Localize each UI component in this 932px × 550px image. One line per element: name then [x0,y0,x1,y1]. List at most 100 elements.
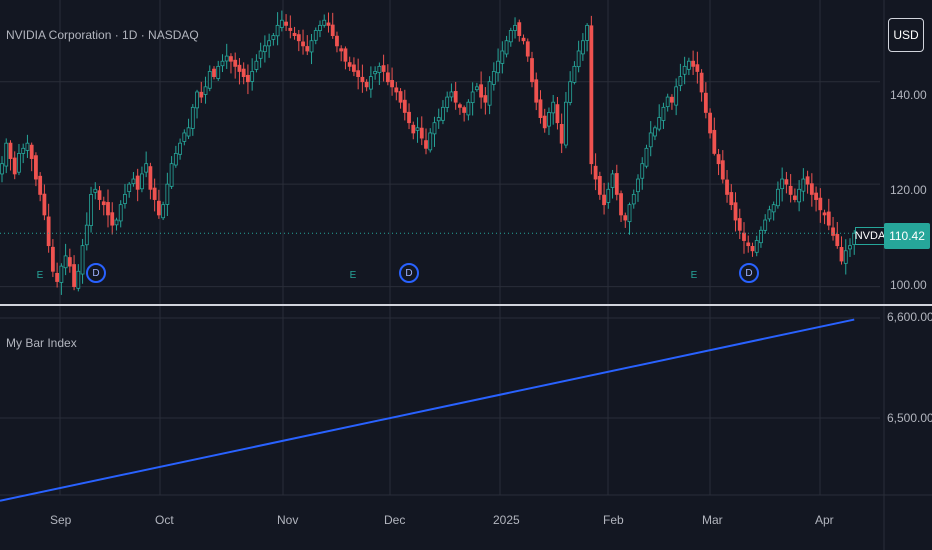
candle-body [93,188,98,193]
earnings-marker[interactable]: E [690,270,698,281]
earnings-marker[interactable]: E [36,270,44,281]
dividend-marker[interactable]: D [86,263,106,283]
candle-body [759,229,763,244]
candle-body [89,194,93,226]
candle-body [101,201,106,206]
candle-body [178,142,182,155]
candle-body [46,216,51,247]
candle-body [623,215,628,221]
candle-body [640,163,645,179]
candle-body [530,58,534,83]
candle-body [585,24,590,41]
indicator-title[interactable]: My Bar Index [6,336,77,350]
candle-body [627,204,632,223]
candle-body [784,179,789,185]
candle-body [173,153,178,166]
candle-body [25,142,30,151]
price-tick: 100.00 [890,278,927,292]
candle-body [491,71,496,85]
candle-body [279,19,284,28]
candle-body [458,104,462,108]
time-label: 2025 [493,513,520,527]
candle-body [580,40,585,55]
candle-body [368,76,373,90]
candle-body [42,193,47,216]
candle-body [839,247,844,262]
candle-body [385,72,390,83]
candle-body [50,246,55,272]
candle-body [703,92,708,113]
candle-body [508,30,513,43]
candle-body [453,91,458,103]
symbol-title[interactable]: NVIDIA Corporation · 1D · NASDAQ [6,28,199,42]
candle-body [21,147,26,154]
candle-body [750,245,755,252]
candle-body [407,111,411,124]
candle-body [12,157,17,175]
candle-body [284,21,288,26]
candle-body [614,173,619,195]
candle-body [0,163,4,175]
candle-body [648,132,653,148]
candle-body [398,91,403,103]
candle-body [313,30,318,41]
candle-body [29,144,34,159]
earnings-marker[interactable]: E [349,270,357,281]
candle-body [224,55,229,62]
candle-body [487,81,492,106]
indicator-tick: 6,600.00 [887,310,932,324]
candle-body [432,122,437,135]
symbol-tag: NVDA [855,227,885,245]
candle-body [390,80,394,88]
candle-body [352,64,356,72]
candle-body [212,68,216,77]
candle-body [814,192,818,200]
candle-body [318,24,322,31]
candle-body [161,204,166,219]
candle-body [76,270,81,289]
candle-body [763,219,768,231]
candle-body [199,91,204,98]
candle-body [339,48,344,52]
bar-index-line [0,318,855,502]
candle-body [190,106,195,129]
candle-body [619,193,623,216]
candle-body [72,264,76,288]
candle-body [729,192,734,206]
candle-body [233,59,238,67]
indicator-tick: 6,500.00 [887,411,932,425]
candle-body [203,86,208,95]
price-tick: 140.00 [890,88,927,102]
candle-body [309,40,314,53]
candle-body [118,204,123,222]
candle-body [131,178,136,185]
candle-body [148,166,153,190]
candle-body [653,127,657,137]
candle-body [110,212,115,226]
candle-body [254,60,259,70]
candle-body [343,48,348,62]
time-label: Mar [702,513,723,527]
candle-body [186,127,191,137]
candle-body [80,245,85,275]
candle-body [63,255,68,269]
candle-body [792,195,797,200]
candle-body [521,37,526,42]
candle-body [415,127,420,131]
time-label: Nov [277,513,299,527]
candle-body [34,155,38,180]
candle-body [513,24,517,31]
candle-body [301,41,305,47]
candle-body [237,64,242,72]
dividend-marker[interactable]: D [739,263,759,283]
currency-button[interactable]: USD [888,18,924,52]
candle-body [275,24,280,37]
candle-body [636,178,640,193]
candle-body [356,70,361,77]
candle-body [262,45,267,53]
candle-body [97,190,102,200]
candle-body [140,173,144,190]
dividend-marker[interactable]: D [399,263,419,283]
